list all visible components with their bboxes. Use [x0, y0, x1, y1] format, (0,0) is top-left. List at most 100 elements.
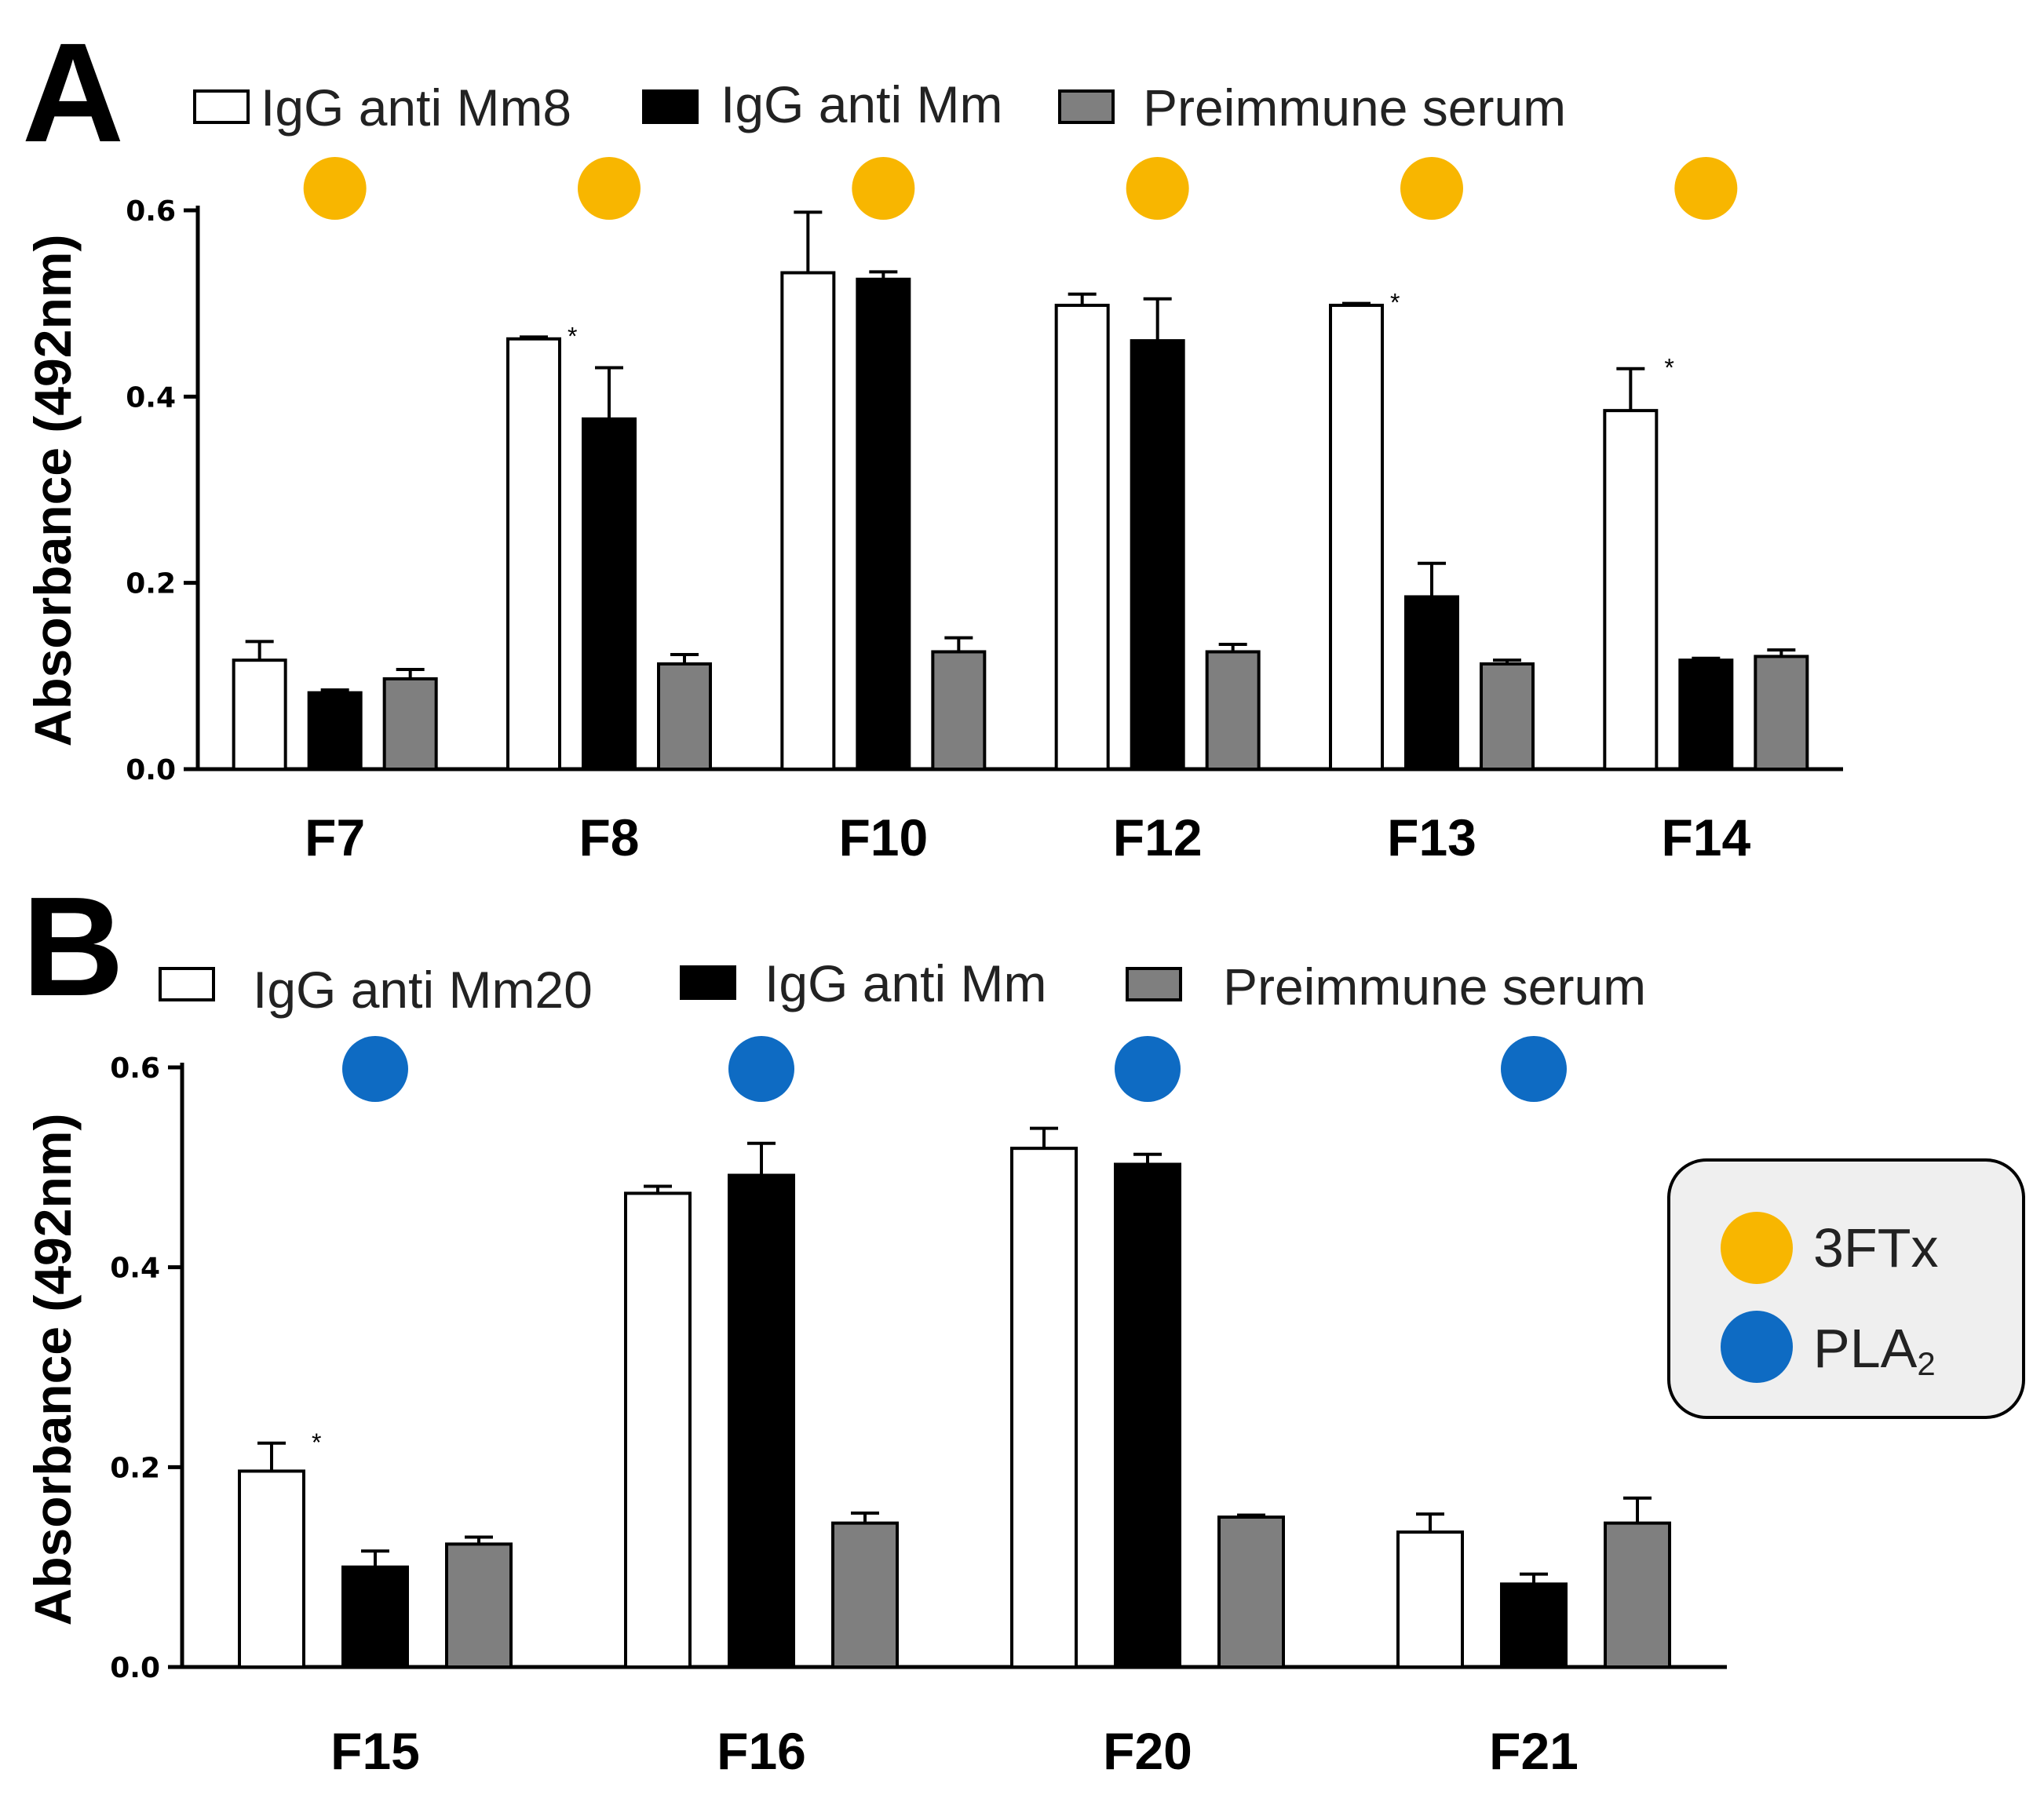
bars-b: * — [238, 1126, 1671, 1669]
panel-letter-b: B — [22, 868, 124, 1026]
bar-f16-series-2 — [728, 1173, 795, 1669]
bar-f15-series-3 — [445, 1542, 513, 1669]
y-axis-label-b: Absorbance (492nm) — [24, 1114, 82, 1626]
bar-f21-series-2 — [1500, 1582, 1568, 1669]
significance-star: * — [312, 1428, 321, 1457]
category-label-f14: F14 — [1661, 808, 1750, 866]
category-label-f20: F20 — [1103, 1722, 1192, 1780]
bar-f7-series-2 — [307, 691, 363, 772]
bars-a: * * * — [232, 210, 1809, 772]
toxin-key-pla2-label: PLA2 — [1813, 1318, 1936, 1382]
toxin-marker-f8 — [578, 157, 641, 220]
toxin-marker-f13 — [1400, 157, 1463, 220]
bar-f20-series-1 — [1010, 1147, 1078, 1669]
toxin-key-3ftx-icon — [1721, 1212, 1793, 1284]
legend-b-label-3: Preimmune serum — [1223, 958, 1646, 1016]
bar-f8-series-2 — [582, 417, 637, 772]
legend-b: IgG anti Mm20 IgG anti Mm Preimmune seru… — [159, 954, 1646, 1019]
bar-f15-series-1 — [238, 1469, 305, 1669]
axes-a — [195, 206, 1843, 772]
significance-star: * — [1664, 354, 1674, 382]
legend-b-label-1: IgG anti Mm20 — [253, 961, 593, 1019]
toxin-marker-f20 — [1115, 1036, 1181, 1102]
legend-b-swatch-3 — [1126, 967, 1182, 1001]
toxin-marker-f16 — [728, 1036, 794, 1102]
y-ticks-b: 0.0 0.2 0.4 0.6 — [110, 1052, 182, 1684]
toxin-markers-b — [342, 1036, 1567, 1102]
toxin-key-3ftx-label: 3FTx — [1813, 1217, 1938, 1279]
toxin-key: 3FTx PLA2 — [1667, 1158, 2025, 1419]
y-axis-label-a: Absorbance (492nm) — [24, 235, 82, 747]
toxin-key-pla2-sub: 2 — [1917, 1345, 1935, 1382]
bar-f10-series-2 — [856, 277, 911, 771]
toxin-marker-f15 — [342, 1036, 408, 1102]
category-labels-a: F7 F8 F10 F12 F13 F14 — [305, 808, 1750, 866]
y-tick-label: 0.6 — [126, 195, 176, 228]
bar-f13-series-3 — [1480, 662, 1535, 772]
toxin-marker-f14 — [1674, 157, 1738, 220]
y-tick-label: 0.0 — [126, 754, 176, 786]
legend-a-label-1: IgG anti Mm8 — [261, 78, 571, 137]
y-tick-label: 0.2 — [110, 1452, 160, 1484]
bar-f21-series-3 — [1604, 1521, 1671, 1669]
legend-a-swatch-3 — [1058, 89, 1115, 124]
legend-a-swatch-2 — [642, 89, 699, 124]
bar-f8-series-3 — [657, 662, 712, 772]
toxin-marker-f7 — [303, 157, 367, 220]
y-ticks-a: 0.0 0.2 0.4 0.6 — [126, 195, 198, 786]
bar-f10-series-1 — [780, 271, 836, 771]
panel-letter-a: A — [22, 14, 124, 172]
bar-f12-series-3 — [1205, 650, 1261, 771]
bar-f16-series-3 — [831, 1521, 899, 1669]
toxin-marker-f12 — [1126, 157, 1189, 220]
category-label-f16: F16 — [717, 1722, 806, 1780]
y-tick-label: 0.4 — [126, 381, 176, 414]
significance-star: * — [568, 322, 577, 350]
legend-a: IgG anti Mm8 IgG anti Mm Preimmune serum — [193, 75, 1566, 137]
category-label-f8: F8 — [579, 808, 639, 866]
significance-star: * — [1390, 289, 1400, 317]
legend-b-swatch-1 — [159, 967, 215, 1001]
category-labels-b: F15 F16 F20 F21 — [330, 1722, 1579, 1780]
panel-a: A IgG anti Mm8 IgG anti Mm Preimmune ser… — [22, 14, 1843, 866]
toxin-key-pla2-icon — [1721, 1311, 1793, 1383]
y-tick-label: 0.4 — [110, 1253, 160, 1285]
category-label-f13: F13 — [1387, 808, 1476, 866]
toxin-marker-f10 — [852, 157, 915, 220]
bar-f7-series-3 — [382, 677, 438, 771]
bar-f14-series-3 — [1754, 655, 1809, 771]
bar-f12-series-2 — [1130, 339, 1185, 771]
category-label-f21: F21 — [1489, 1722, 1579, 1780]
legend-a-swatch-1 — [193, 89, 250, 124]
bar-f16-series-1 — [624, 1191, 692, 1669]
bar-f15-series-2 — [341, 1565, 409, 1669]
toxin-markers-a — [303, 157, 1738, 220]
bar-f14-series-2 — [1678, 658, 1734, 771]
category-label-f12: F12 — [1113, 808, 1203, 866]
bar-f12-series-1 — [1054, 304, 1110, 772]
category-label-f15: F15 — [330, 1722, 420, 1780]
toxin-key-pla2-main: PLA — [1813, 1318, 1918, 1379]
category-label-f7: F7 — [305, 808, 365, 866]
y-tick-label: 0.6 — [110, 1052, 160, 1085]
category-label-f10: F10 — [838, 808, 928, 866]
bar-f20-series-3 — [1217, 1516, 1285, 1669]
bar-f10-series-3 — [931, 650, 987, 771]
axes-b — [180, 1063, 1727, 1669]
toxin-marker-f21 — [1501, 1036, 1567, 1102]
legend-b-swatch-2 — [680, 965, 736, 1000]
bar-f8-series-1 — [506, 337, 561, 771]
bar-f13-series-2 — [1404, 595, 1459, 772]
legend-b-label-2: IgG anti Mm — [765, 954, 1046, 1012]
bar-f7-series-1 — [232, 658, 287, 771]
legend-a-label-2: IgG anti Mm — [721, 75, 1002, 133]
panel-b: B IgG anti Mm20 IgG anti Mm Preimmune se… — [22, 868, 1727, 1780]
bar-f13-series-1 — [1329, 304, 1384, 772]
legend-a-label-3: Preimmune serum — [1143, 78, 1566, 137]
y-tick-label: 0.0 — [110, 1652, 160, 1684]
y-tick-label: 0.2 — [126, 568, 176, 600]
bar-f20-series-2 — [1114, 1162, 1181, 1669]
bar-f14-series-1 — [1603, 409, 1659, 772]
bar-f21-series-1 — [1396, 1530, 1464, 1669]
